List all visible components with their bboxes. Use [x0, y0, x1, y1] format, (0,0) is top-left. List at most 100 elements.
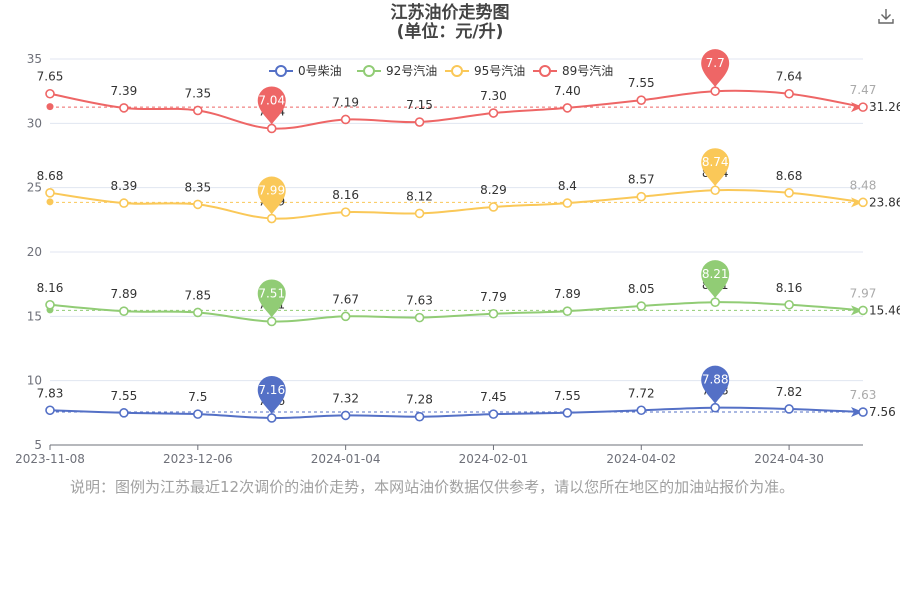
- legend-marker: [275, 65, 287, 77]
- data-label: 8.16: [37, 281, 64, 295]
- marker-pin-shape: [257, 375, 286, 414]
- y-tick-label: 10: [27, 374, 42, 388]
- legend-item[interactable]: 92号汽油: [357, 63, 437, 78]
- data-label: 7.39: [111, 84, 138, 98]
- data-point: [266, 213, 277, 224]
- data-point: [414, 117, 425, 127]
- legend-label: 92号汽油: [386, 63, 437, 78]
- marker-pin: 7.51: [257, 279, 286, 318]
- x-tick-label: 2023-12-06: [163, 452, 233, 466]
- data-label: 8.48: [850, 178, 877, 192]
- data-point: [119, 198, 129, 208]
- data-point: [414, 208, 425, 219]
- marker-pin: 7.7: [701, 49, 730, 88]
- data-label: 8.12: [406, 189, 433, 203]
- data-label: 8.35: [184, 180, 211, 194]
- legend-label: 89号汽油: [562, 63, 613, 78]
- data-label: 8.68: [776, 169, 803, 183]
- legend-label: 0号柴油: [298, 64, 342, 78]
- data-label: 7.64: [776, 70, 803, 84]
- legend-label: 95号汽油: [474, 63, 525, 78]
- data-label: 7.32: [332, 391, 359, 405]
- data-label: 7.55: [554, 389, 581, 403]
- data-label: 8.4: [558, 179, 577, 193]
- data-point: [45, 405, 55, 416]
- data-point: [45, 299, 55, 310]
- x-tick-label: 2023-11-08: [15, 452, 85, 466]
- marker-pin-label: 8.74: [702, 155, 729, 169]
- legend-item[interactable]: 0号柴油: [269, 64, 342, 78]
- data-point: [45, 188, 55, 198]
- legend-item[interactable]: 89号汽油: [533, 63, 613, 78]
- average-end-label: 7.56: [869, 405, 896, 419]
- marker-pin-shape: [257, 86, 286, 125]
- data-point: [266, 316, 277, 327]
- data-label: 7.15: [406, 98, 433, 112]
- data-point: [636, 301, 647, 311]
- marker-pin-label: 7.88: [702, 373, 729, 387]
- oil-price-chart: 5 10 15 20 25 30 35 2023-11-08 2023-12-06 2024-01…: [15, 49, 900, 466]
- marker-pin-shape: [257, 279, 286, 318]
- data-point: [562, 198, 573, 208]
- data-point: [710, 402, 720, 413]
- data-label: 7.63: [850, 388, 877, 402]
- average-start-dot: [46, 103, 54, 111]
- marker-pin-label: 8.21: [702, 267, 729, 281]
- data-label: 7.83: [37, 386, 64, 400]
- download-icon[interactable]: [876, 6, 896, 26]
- data-label: 7.5: [188, 390, 207, 404]
- data-point: [562, 408, 573, 418]
- series-line: [49, 301, 864, 323]
- data-label: 7.28: [406, 393, 433, 407]
- marker-pin-label: 7.99: [258, 184, 285, 198]
- chart-title-unit: (单位：元/升): [396, 22, 504, 42]
- data-label: 8.39: [111, 179, 138, 193]
- legend-item[interactable]: 95号汽油: [445, 63, 525, 78]
- footnote: 说明：图例为江苏最近12次调价的油价走势，本网站油价数据仅供参考，请以您所在地区…: [70, 478, 795, 496]
- x-tick-label: 2024-01-04: [311, 452, 381, 466]
- series-line: [49, 89, 864, 130]
- data-point: [193, 307, 203, 318]
- marker-pin: 7.16: [257, 375, 286, 414]
- data-label: 7.67: [332, 292, 359, 306]
- data-point: [414, 411, 425, 422]
- marker-pin-label: 7.16: [258, 383, 285, 397]
- data-point: [266, 123, 277, 134]
- data-point: [119, 408, 129, 418]
- data-label: 7.30: [480, 89, 507, 103]
- data-point: [414, 312, 425, 323]
- y-tick-label: 25: [27, 181, 42, 195]
- data-point: [193, 409, 203, 419]
- data-point: [858, 197, 868, 208]
- data-label: 7.63: [406, 294, 433, 308]
- data-label: 7.45: [480, 390, 507, 404]
- average-end-label: 23.86: [869, 195, 900, 209]
- x-tick-label: 2024-02-01: [459, 452, 529, 466]
- data-point: [488, 202, 499, 212]
- y-tick-label: 5: [34, 438, 42, 452]
- data-point: [488, 409, 499, 419]
- data-label: 7.79: [480, 290, 507, 304]
- marker-pin: 7.99: [257, 176, 286, 215]
- data-label: 7.40: [554, 84, 581, 98]
- x-tick-label: 2024-04-30: [754, 452, 824, 466]
- data-point: [858, 102, 868, 112]
- data-point: [710, 297, 720, 307]
- legend-marker: [539, 65, 551, 77]
- data-label: 7.19: [332, 95, 359, 109]
- data-label: 8.57: [628, 173, 655, 187]
- data-point: [858, 407, 868, 417]
- data-label: 7.89: [554, 287, 581, 301]
- data-label: 7.35: [184, 86, 211, 100]
- data-point: [488, 108, 499, 118]
- data-point: [193, 105, 203, 116]
- average-end-label: 15.46: [869, 303, 900, 317]
- marker-pin-label: 7.04: [258, 93, 285, 107]
- data-point: [784, 88, 794, 99]
- marker-pin-shape: [701, 49, 730, 88]
- data-point: [784, 404, 794, 414]
- marker-pin-label: 7.51: [258, 286, 285, 300]
- data-point: [636, 405, 647, 416]
- average-start-dot: [46, 198, 54, 206]
- chart-title: 江苏油价走势图 (单位：元/升): [0, 4, 900, 42]
